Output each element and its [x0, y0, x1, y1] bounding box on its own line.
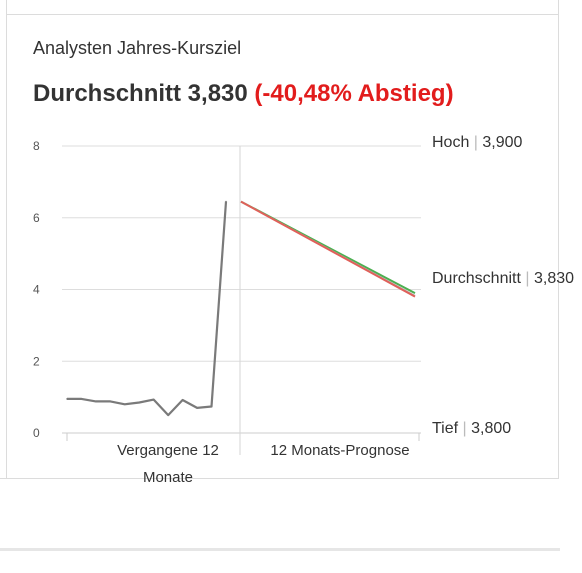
x-category-label: 12 Monats-Prognose: [270, 442, 409, 459]
chart-subtitle: Analysten Jahres-Kursziel: [33, 38, 242, 58]
history-point: [181, 399, 184, 401]
panel-border-left: [0, 0, 7, 478]
x-category-label: Monate: [143, 469, 193, 486]
x-category-label: Vergangene 12: [117, 442, 219, 459]
history-point: [210, 405, 213, 408]
section-divider: [0, 548, 560, 551]
panel-border-top: [6, 14, 558, 15]
history-point: [152, 398, 155, 401]
history-point: [80, 398, 83, 400]
y-tick-label: 4: [33, 283, 40, 297]
average-target-headline: Durchschnitt 3,830 (-40,48% Abstieg): [33, 80, 454, 108]
forecast-label-hoch: Hoch | 3,900: [432, 134, 523, 151]
y-tick-label: 2: [33, 354, 40, 368]
panel-border-bottom: [0, 478, 559, 479]
history-point: [167, 414, 169, 416]
history-point: [138, 401, 141, 404]
history-point: [225, 200, 227, 203]
y-tick-label: 6: [33, 211, 40, 225]
history-point: [109, 400, 112, 403]
y-tick-label: 0: [33, 426, 40, 440]
forecast-label-durchschnitt: Durchschnitt | 3,830: [432, 270, 574, 287]
y-tick-label: 8: [33, 139, 40, 153]
history-point: [66, 398, 68, 400]
history-point: [124, 403, 126, 406]
average-target-value: Durchschnitt 3,830: [33, 80, 248, 107]
forecast-low-line: [240, 200, 416, 298]
forecast-label-tief: Tief | 3,800: [432, 420, 511, 437]
history-point: [196, 407, 198, 409]
change-percent: (-40,48% Abstieg): [254, 80, 454, 107]
history-point: [95, 400, 97, 403]
history-series-line: [67, 201, 228, 417]
panel-border-right: [558, 0, 559, 478]
